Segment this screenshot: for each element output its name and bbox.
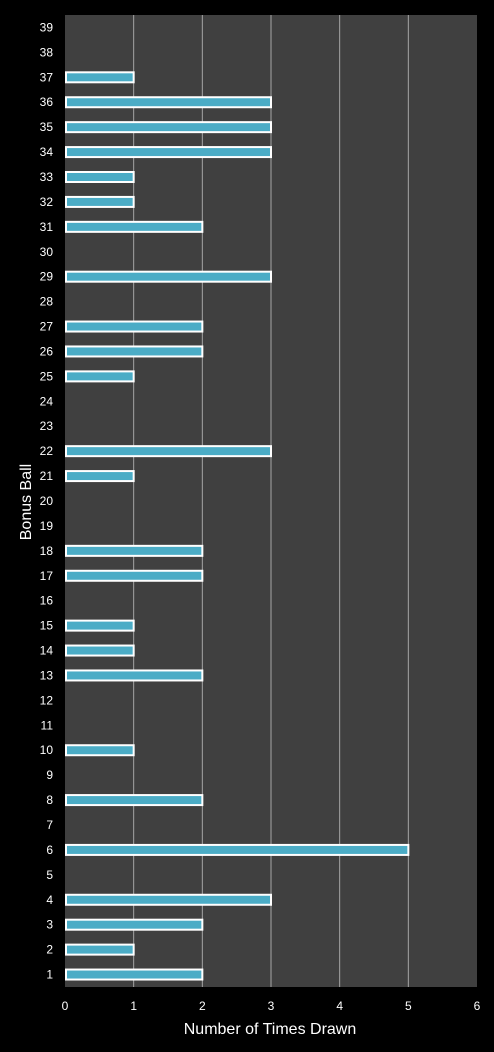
y-tick-label: 1 xyxy=(46,968,53,982)
y-tick-label: 4 xyxy=(46,893,53,907)
y-tick-label: 23 xyxy=(40,419,54,433)
bar xyxy=(65,893,272,906)
bar xyxy=(65,270,272,283)
y-tick-label: 9 xyxy=(46,768,53,782)
x-tick-label: 2 xyxy=(199,999,206,1013)
y-tick-label: 21 xyxy=(40,469,54,483)
bar xyxy=(65,320,204,333)
y-tick-label: 30 xyxy=(40,245,54,259)
y-tick-label: 28 xyxy=(40,295,54,309)
y-tick-label: 18 xyxy=(40,544,54,558)
bar xyxy=(65,96,272,109)
x-tick-label: 6 xyxy=(474,999,481,1013)
x-tick-label: 5 xyxy=(405,999,412,1013)
y-tick-label: 20 xyxy=(40,494,54,508)
y-tick-label: 35 xyxy=(40,120,54,134)
bar xyxy=(65,943,135,956)
bar xyxy=(65,918,204,931)
x-axis-title: Number of Times Drawn xyxy=(184,1021,357,1038)
y-tick-label: 22 xyxy=(40,444,54,458)
y-tick-label: 36 xyxy=(40,95,54,109)
bar xyxy=(65,220,204,233)
bar xyxy=(65,146,272,159)
x-tick-label: 1 xyxy=(130,999,137,1013)
y-tick-label: 15 xyxy=(40,619,54,633)
bar xyxy=(65,195,135,208)
y-tick-label: 3 xyxy=(46,918,53,932)
bar xyxy=(65,669,204,682)
y-tick-label: 5 xyxy=(46,868,53,882)
y-tick-label: 24 xyxy=(40,394,54,408)
y-tick-label: 16 xyxy=(40,594,54,608)
x-tick-labels: 0 1 2 3 4 5 6 xyxy=(62,999,481,1013)
y-tick-label: 32 xyxy=(40,195,54,209)
y-tick-label: 38 xyxy=(40,45,54,59)
bar xyxy=(65,544,204,557)
y-tick-label: 12 xyxy=(40,693,54,707)
bar xyxy=(65,644,135,657)
y-tick-label: 11 xyxy=(41,718,54,732)
bar xyxy=(65,968,204,981)
bar xyxy=(65,619,135,632)
x-tick-label: 4 xyxy=(336,999,343,1013)
bar xyxy=(65,744,135,757)
bar xyxy=(65,445,272,458)
y-tick-label: 13 xyxy=(40,668,54,682)
bar xyxy=(65,121,272,134)
bar xyxy=(65,171,135,183)
y-tick-label: 31 xyxy=(40,220,54,234)
y-tick-label: 8 xyxy=(46,793,53,807)
y-tick-label: 34 xyxy=(40,145,54,159)
y-axis-title: Bonus Ball xyxy=(18,464,35,541)
y-tick-label: 26 xyxy=(40,344,54,358)
y-tick-label: 33 xyxy=(40,170,54,184)
bar xyxy=(65,71,135,84)
y-tick-label: 17 xyxy=(40,569,54,583)
y-tick-label: 6 xyxy=(46,843,53,857)
y-tick-label: 19 xyxy=(40,519,54,533)
bars xyxy=(65,71,410,981)
bar xyxy=(65,794,204,807)
x-tick-label: 0 xyxy=(62,999,69,1013)
y-tick-label: 10 xyxy=(40,743,54,757)
y-tick-label: 39 xyxy=(40,20,54,34)
bar xyxy=(65,470,135,483)
bar xyxy=(65,345,204,358)
y-tick-label: 2 xyxy=(46,943,53,957)
y-tick-label: 14 xyxy=(40,644,54,658)
y-tick-label: 25 xyxy=(40,369,54,383)
bar xyxy=(65,843,410,856)
y-tick-labels: 1234567891011121314151617181920212223242… xyxy=(40,20,54,981)
y-tick-label: 37 xyxy=(40,70,54,84)
y-tick-label: 7 xyxy=(46,818,53,832)
y-tick-label: 29 xyxy=(40,270,54,284)
bar xyxy=(65,370,135,383)
bar xyxy=(65,569,204,582)
x-tick-label: 3 xyxy=(268,999,275,1013)
y-tick-label: 27 xyxy=(40,320,54,334)
